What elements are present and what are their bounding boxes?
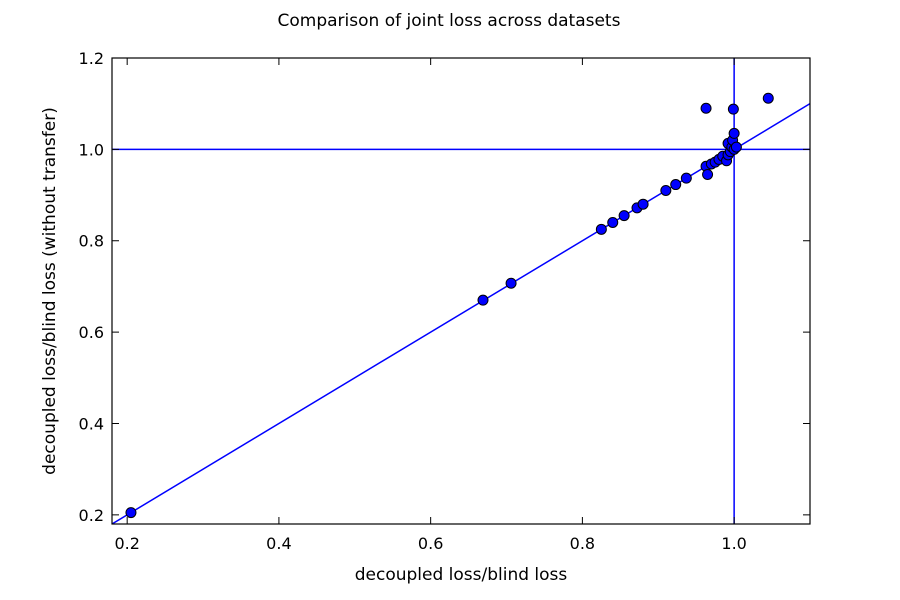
data-point (125, 507, 137, 519)
data-point (700, 102, 712, 114)
data-point (607, 216, 619, 228)
data-point (702, 169, 714, 180)
y-axis-label: decoupled loss/blind loss (without trans… (40, 107, 60, 475)
x-tick-label: 1.0 (721, 534, 746, 553)
data-point (680, 172, 692, 184)
y-tick-label: 1.0 (79, 140, 104, 159)
y-tick-label: 0.8 (79, 232, 104, 251)
data-points (125, 92, 774, 519)
data-point (637, 198, 649, 210)
x-tick-label: 0.8 (570, 534, 595, 553)
diagonal-reference-line (112, 103, 810, 524)
y-tick-label: 0.4 (79, 414, 104, 433)
x-tick-label: 0.2 (114, 534, 139, 553)
data-point (660, 184, 672, 196)
chart-title: Comparison of joint loss across datasets (278, 11, 621, 31)
data-point (595, 223, 607, 235)
data-point (618, 210, 630, 222)
plot-frame (111, 57, 811, 525)
data-point (762, 92, 774, 104)
x-axis-label: decoupled loss/blind loss (355, 565, 568, 585)
y-tick-label: 1.2 (79, 49, 104, 68)
y-tick-label: 0.2 (79, 506, 104, 525)
y-axis-ticks: 0.2 0.4 0.6 0.8 1.0 1.2 (79, 49, 810, 525)
y-tick-label: 0.6 (79, 323, 104, 342)
data-point (730, 141, 742, 153)
data-point (505, 277, 517, 289)
data-point (477, 294, 489, 306)
data-point (670, 179, 682, 191)
plot-area (112, 58, 810, 524)
x-axis-ticks: 0.2 0.4 0.6 0.8 1.0 (114, 58, 747, 553)
data-point (728, 127, 740, 139)
x-tick-label: 0.6 (418, 534, 443, 553)
data-point (727, 103, 739, 115)
x-tick-label: 0.4 (266, 534, 291, 553)
